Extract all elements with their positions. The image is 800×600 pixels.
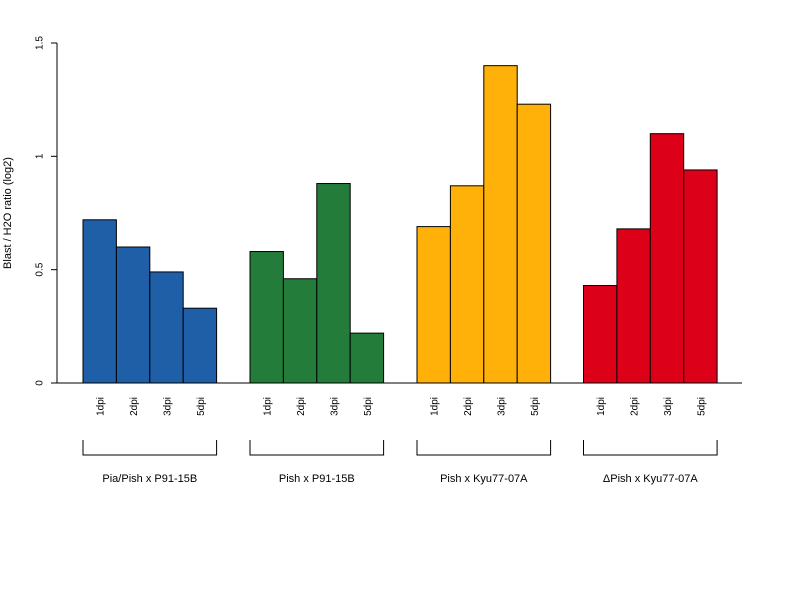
bar (683, 169, 718, 384)
category-label: 2dpi (630, 397, 641, 416)
category-label: 1dpi (96, 397, 107, 416)
category-label: 5dpi (696, 397, 707, 416)
y-tick-label: 1.5 (35, 36, 46, 50)
category-label: 3dpi (663, 397, 674, 416)
group-brackets: Pia/Pish x P91-15B Pish x P91-15B Pish x K… (82, 440, 718, 485)
bar (349, 332, 385, 384)
bar (249, 251, 284, 384)
bar (149, 271, 184, 384)
group-bracket (82, 440, 218, 456)
group-label: Pish x Kyu77-07A (440, 473, 528, 485)
category-label: 1dpi (596, 397, 607, 416)
y-tick-label: 0 (35, 380, 46, 386)
group-bracket (416, 440, 552, 456)
group-label: ΔPish x Kyu77-07A (603, 473, 698, 485)
bar (115, 246, 151, 384)
bar (516, 103, 552, 384)
bar (583, 285, 618, 384)
bar (82, 219, 117, 384)
category-labels: 1dpi 2dpi 3dpi 5dpi 1dpi 2dpi 3dpi 5dpi 1dpi 2dpi… (96, 397, 708, 416)
category-label: 5dpi (363, 397, 374, 416)
category-label: 3dpi (497, 397, 508, 416)
group-label: Pish x P91-15B (279, 473, 355, 485)
y-axis: 0 0.5 1 1.5 (35, 36, 58, 386)
bar (649, 133, 685, 384)
bar (449, 185, 485, 384)
category-label: 3dpi (163, 397, 174, 416)
bars (82, 65, 718, 384)
bar (616, 228, 651, 384)
bar (316, 183, 351, 384)
group-bracket (249, 440, 385, 456)
y-axis-label: Blast / H2O ratio (log2) (2, 157, 14, 269)
bar (483, 65, 518, 384)
category-label: 1dpi (430, 397, 441, 416)
y-tick-label: 1 (35, 153, 46, 159)
group-bracket (583, 440, 718, 456)
bar (282, 278, 318, 384)
category-label: 2dpi (296, 397, 307, 416)
bar (182, 307, 218, 384)
group-label: Pia/Pish x P91-15B (102, 473, 197, 485)
category-label: 3dpi (330, 397, 341, 416)
bar (416, 226, 451, 384)
category-label: 5dpi (530, 397, 541, 416)
category-label: 5dpi (196, 397, 207, 416)
category-label: 2dpi (463, 397, 474, 416)
category-label: 2dpi (129, 397, 140, 416)
category-label: 1dpi (263, 397, 274, 416)
y-tick-label: 0.5 (35, 262, 46, 276)
